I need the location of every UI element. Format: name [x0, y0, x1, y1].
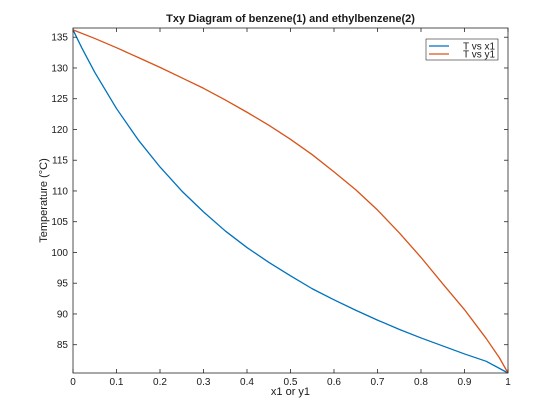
x-axis-ticks: 0 0.1 0.2 0.3 0.4 0.5 0.6 0.7 0.8 0.9 1: [70, 28, 511, 388]
x-tick-label: 0.5: [284, 377, 298, 388]
x-tick-label: 1: [505, 377, 511, 388]
y-tick-label: 90: [57, 309, 69, 320]
y-tick-label: 85: [57, 340, 69, 351]
y-axis-label: Temperature (°C): [38, 158, 50, 242]
x-tick-label: 0.2: [153, 377, 167, 388]
x-tick-label: 0: [70, 377, 76, 388]
series-line-t-vs-x1: [72, 29, 509, 374]
series-line-t-vs-y1: [72, 29, 509, 374]
y-tick-label: 100: [51, 248, 68, 259]
y-tick-label: 110: [52, 186, 68, 197]
y-tick-label: 120: [51, 125, 68, 136]
x-axis-label: x1 or y1: [271, 386, 310, 398]
x-tick-label: 0.6: [327, 377, 341, 388]
x-tick-label: 0.4: [240, 377, 254, 388]
chart-title: Txy Diagram of benzene(1) and ethylbenze…: [166, 13, 415, 25]
y-tick-label: 125: [51, 94, 68, 105]
y-axis-ticks: 85 90 95 100 105 110 115 120 125 130 135: [51, 33, 508, 351]
x-tick-label: 0.3: [197, 377, 211, 388]
series-layer: [72, 29, 509, 374]
x-tick-label: 0.1: [110, 377, 124, 388]
y-tick-label: 135: [51, 33, 68, 44]
x-tick-label: 0.9: [458, 377, 472, 388]
y-tick-label: 95: [57, 279, 69, 290]
legend-entry-t-vs-x1: T vs x1: [463, 42, 495, 53]
y-tick-label: 105: [51, 217, 68, 228]
x-tick-label: 0.7: [371, 377, 385, 388]
plot-area: [73, 28, 508, 373]
x-tick-label: 0.8: [414, 377, 428, 388]
legend: T vs x1 T vs y1: [425, 38, 499, 61]
y-tick-label: 115: [52, 156, 68, 167]
y-tick-label: 130: [51, 63, 68, 74]
legend-entry-t-vs-y1: T vs y1: [463, 50, 495, 61]
legend-box: [425, 38, 499, 61]
